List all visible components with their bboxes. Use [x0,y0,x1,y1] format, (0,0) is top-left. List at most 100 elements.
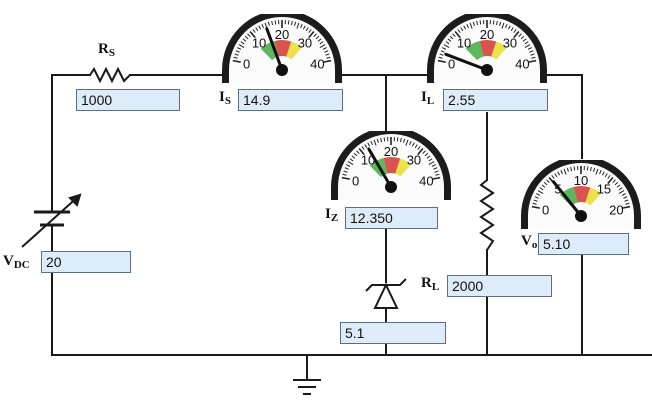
meter-tick [520,35,525,40]
meter-tick-label: 10 [457,35,471,50]
meter-needle [367,147,393,189]
meter-tick [623,196,628,199]
meter-tick [570,166,573,172]
meter-tick [232,59,241,63]
meter-tick [364,144,368,149]
meter-tick [323,59,332,63]
meter-tick [343,170,348,173]
meter-tick [593,167,596,172]
meter-needle [551,180,583,218]
meter-pivot [276,64,288,76]
meter-tick [373,139,377,146]
meter-tick [433,167,438,170]
meter-tick [531,56,536,59]
meter-tick-label: 0 [542,202,549,217]
label-rl: RL [421,275,440,293]
meter-tick [624,199,629,202]
meter-tick [533,199,538,202]
meter-tick [445,41,450,45]
meter-tick [513,30,520,39]
label-iz: IZ [325,206,339,224]
meter-tick [573,166,576,171]
vdc-value-field[interactable] [41,251,131,273]
meter-tick [296,22,300,29]
meter-tick [466,24,469,29]
meter-tick [244,35,249,40]
meter-tick [261,24,264,29]
meter-tick [541,184,546,188]
meter-zone-yellow [585,187,601,206]
meter-tick [234,53,239,56]
meter-tick [305,27,309,32]
meter-tick-label: 40 [515,56,529,71]
label-rs: RS [98,41,115,59]
meter-tick [358,147,365,156]
meter-tick [595,168,599,175]
meter-tick [513,29,517,33]
meter-tick [255,27,259,32]
meter-tick [351,155,356,159]
meter-tick [409,141,412,146]
resistor-rs-symbol [89,66,131,84]
meter-tick [302,25,306,30]
meter-tick [361,146,365,150]
meter-tick [622,205,631,209]
meter-pivot [385,181,397,193]
zener-voltage-field[interactable] [340,322,446,344]
meter-tick [607,176,614,185]
meter-tick [507,25,511,30]
meter-tick [505,24,508,29]
meter-tick [235,50,240,53]
rl-value-field[interactable] [447,275,552,297]
meter-tick [313,33,317,38]
meter-zone-red [573,186,591,203]
meter-tick [460,27,464,32]
meter-tick [566,167,569,172]
meter-tick-label: 30 [503,35,517,50]
meter-tick [396,137,399,142]
meter-tick [344,167,349,170]
il-readout-field [443,89,548,111]
meter-tick [356,150,360,155]
ground-symbol [293,379,321,395]
meter-tick [589,166,592,172]
wire-left-bottom [51,231,652,356]
meter-tick [531,205,540,209]
meter-tick-label: 20 [480,27,494,42]
meter-tick-label: 40 [310,56,324,71]
meter-tick [431,164,436,167]
meter-tick [325,53,330,56]
meter-tick [449,35,454,40]
meter-zone-yellow [395,158,411,177]
meter-tick [522,38,527,42]
meter-tick [501,22,505,29]
resistor-rl-symbol [479,179,495,251]
meter-tick [472,21,475,26]
meter-tick [438,56,443,59]
meter-tick [399,137,402,143]
meter-tick [432,176,441,180]
meter-tick [524,44,531,49]
meter-tick [383,137,386,142]
meter-tick [347,161,354,166]
label-vo: Vo [521,233,538,251]
label-il: IL [421,89,435,107]
meter-tick [237,47,242,50]
meter-tick [367,142,371,147]
meter-zone-yellow [286,41,302,60]
vo-readout-field [538,233,629,255]
meter-tick [599,170,602,175]
meter-zone-yellow [491,41,507,60]
meter-tick-label: 15 [597,181,611,196]
meter-tick [247,33,251,38]
meter-tick [621,193,626,196]
meter-tick [495,20,498,26]
meter-tick [524,41,529,45]
meter-tick [518,33,522,38]
meter-tick [238,44,245,49]
meter-tick [249,30,256,39]
rs-value-field[interactable] [76,89,180,111]
meter-tick [274,20,277,25]
meter-tick [349,158,354,162]
